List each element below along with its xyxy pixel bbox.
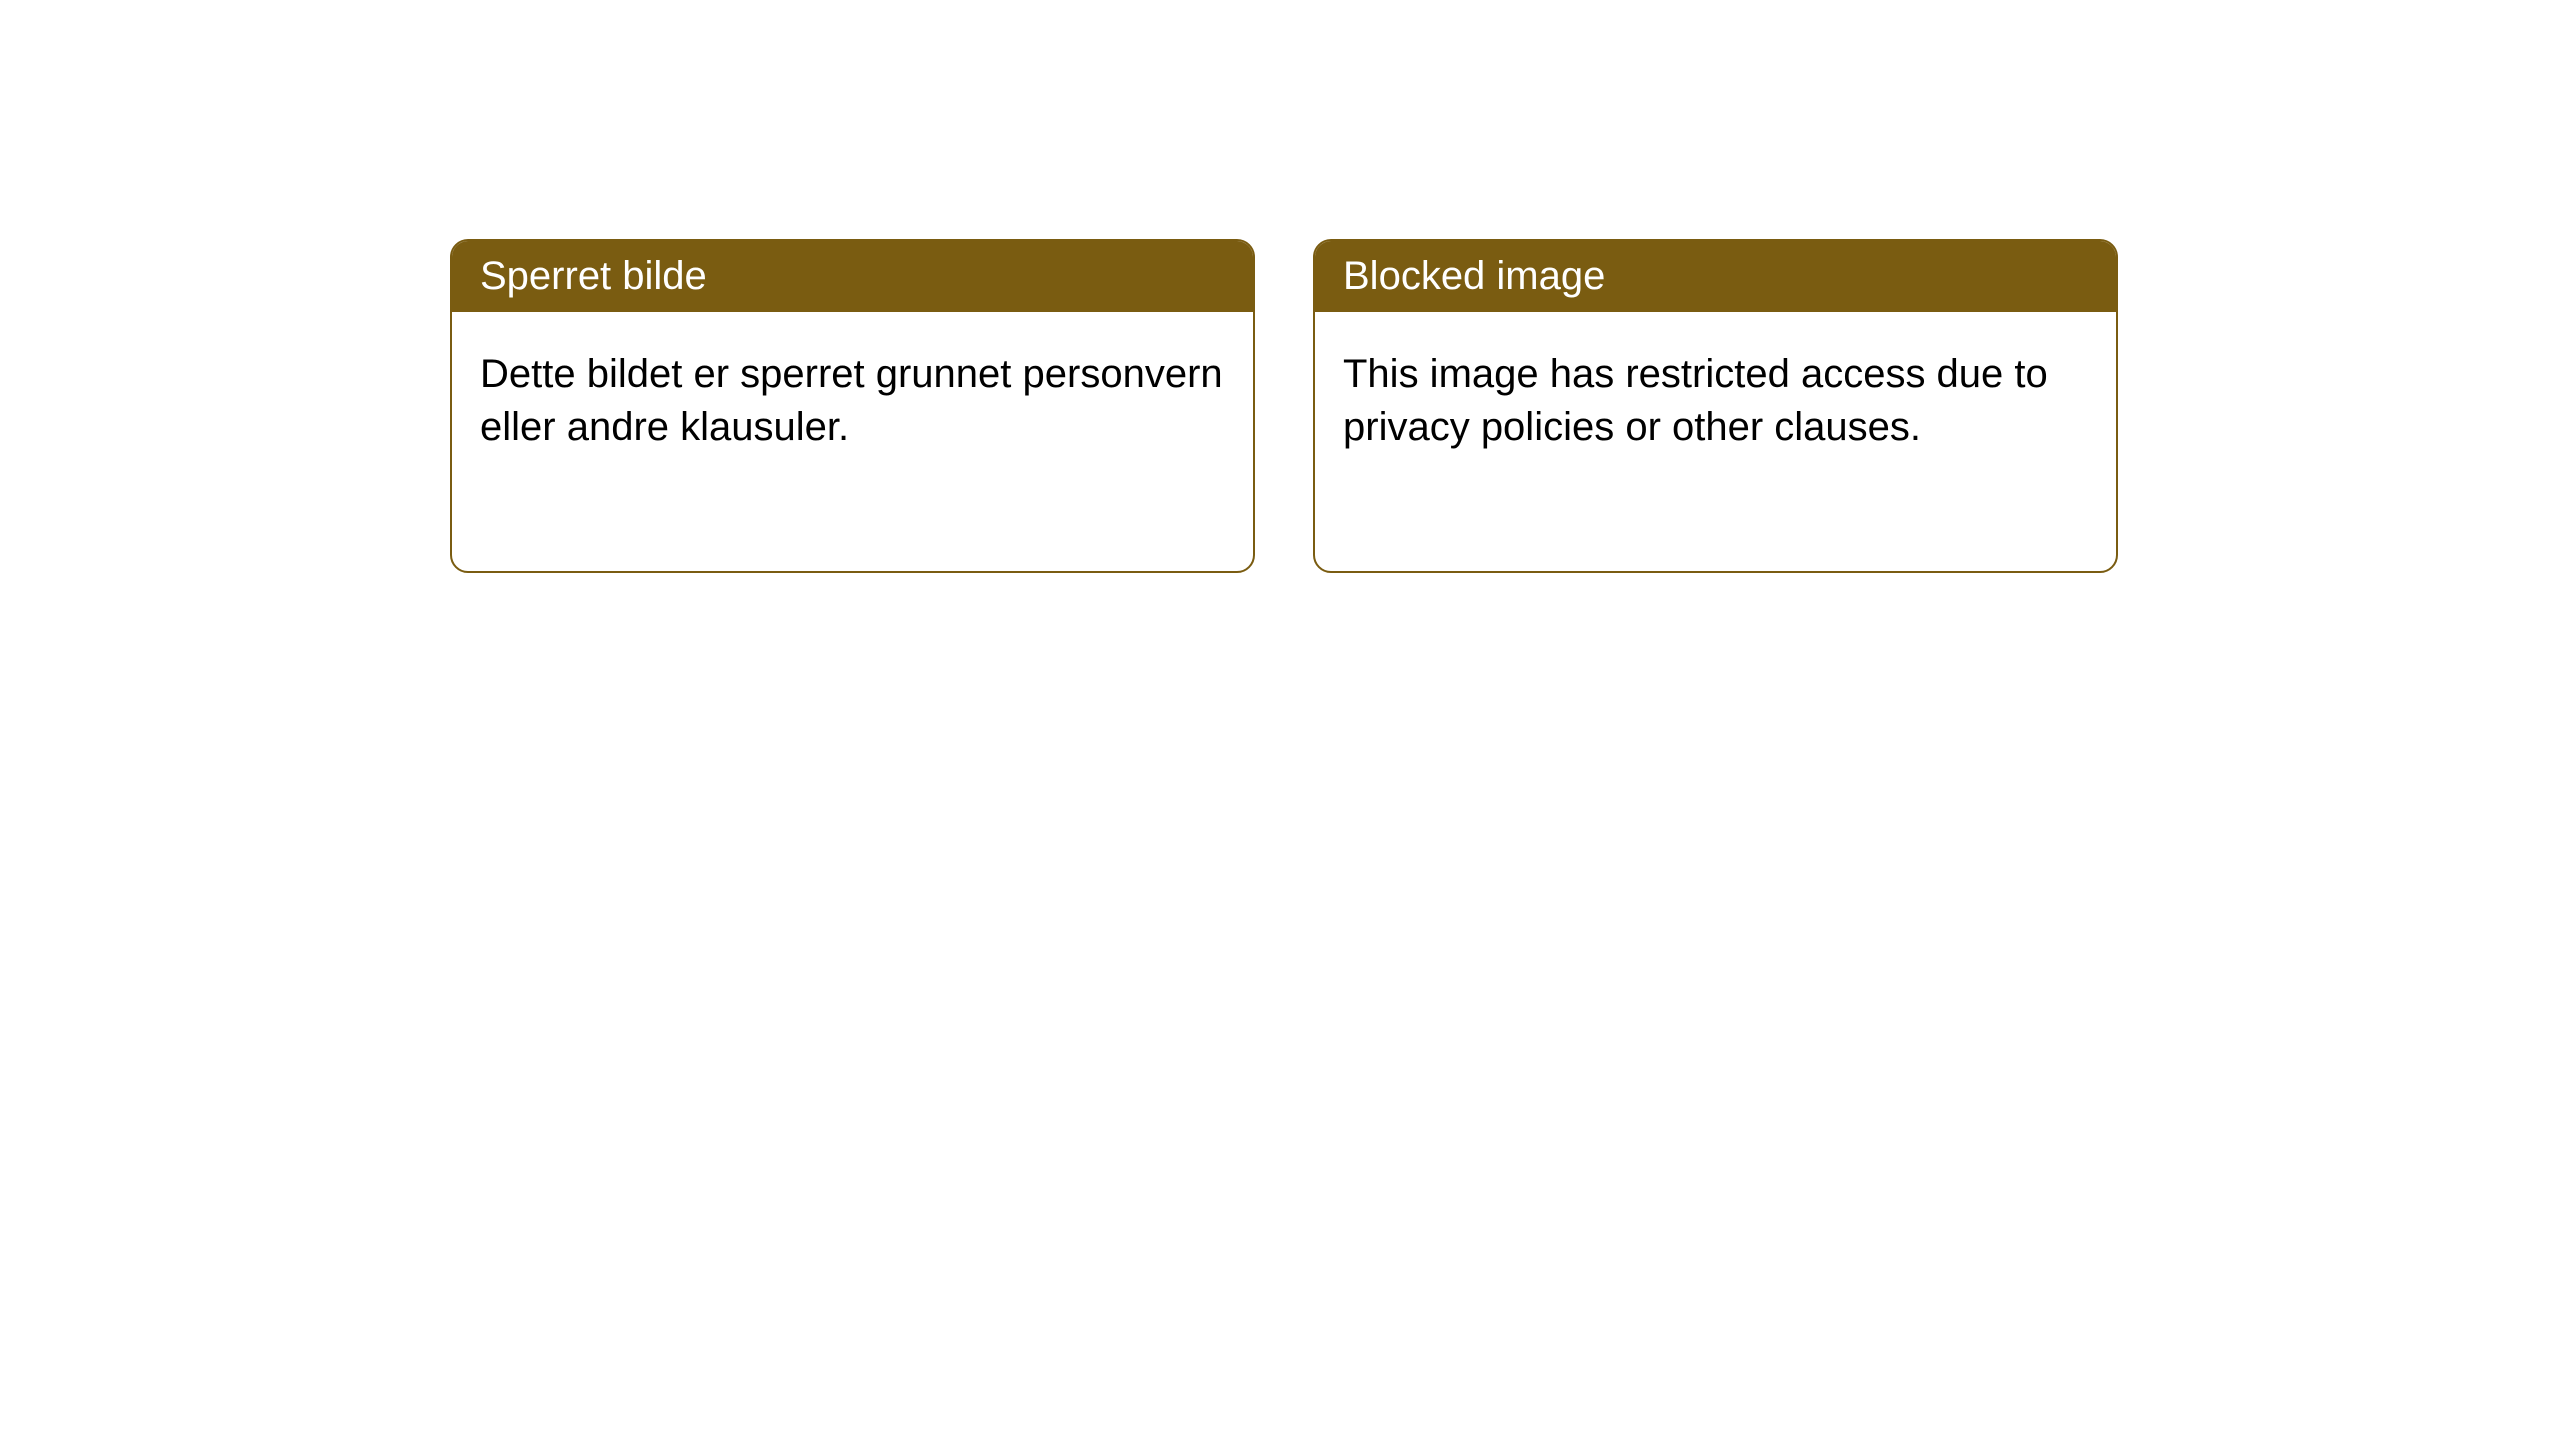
blocked-image-card-no: Sperret bilde Dette bildet er sperret gr… — [450, 239, 1255, 573]
card-body-en: This image has restricted access due to … — [1315, 312, 2116, 490]
blocked-image-card-en: Blocked image This image has restricted … — [1313, 239, 2118, 573]
card-header-no: Sperret bilde — [452, 241, 1253, 312]
card-header-en: Blocked image — [1315, 241, 2116, 312]
card-body-no: Dette bildet er sperret grunnet personve… — [452, 312, 1253, 490]
cards-container: Sperret bilde Dette bildet er sperret gr… — [0, 0, 2560, 573]
